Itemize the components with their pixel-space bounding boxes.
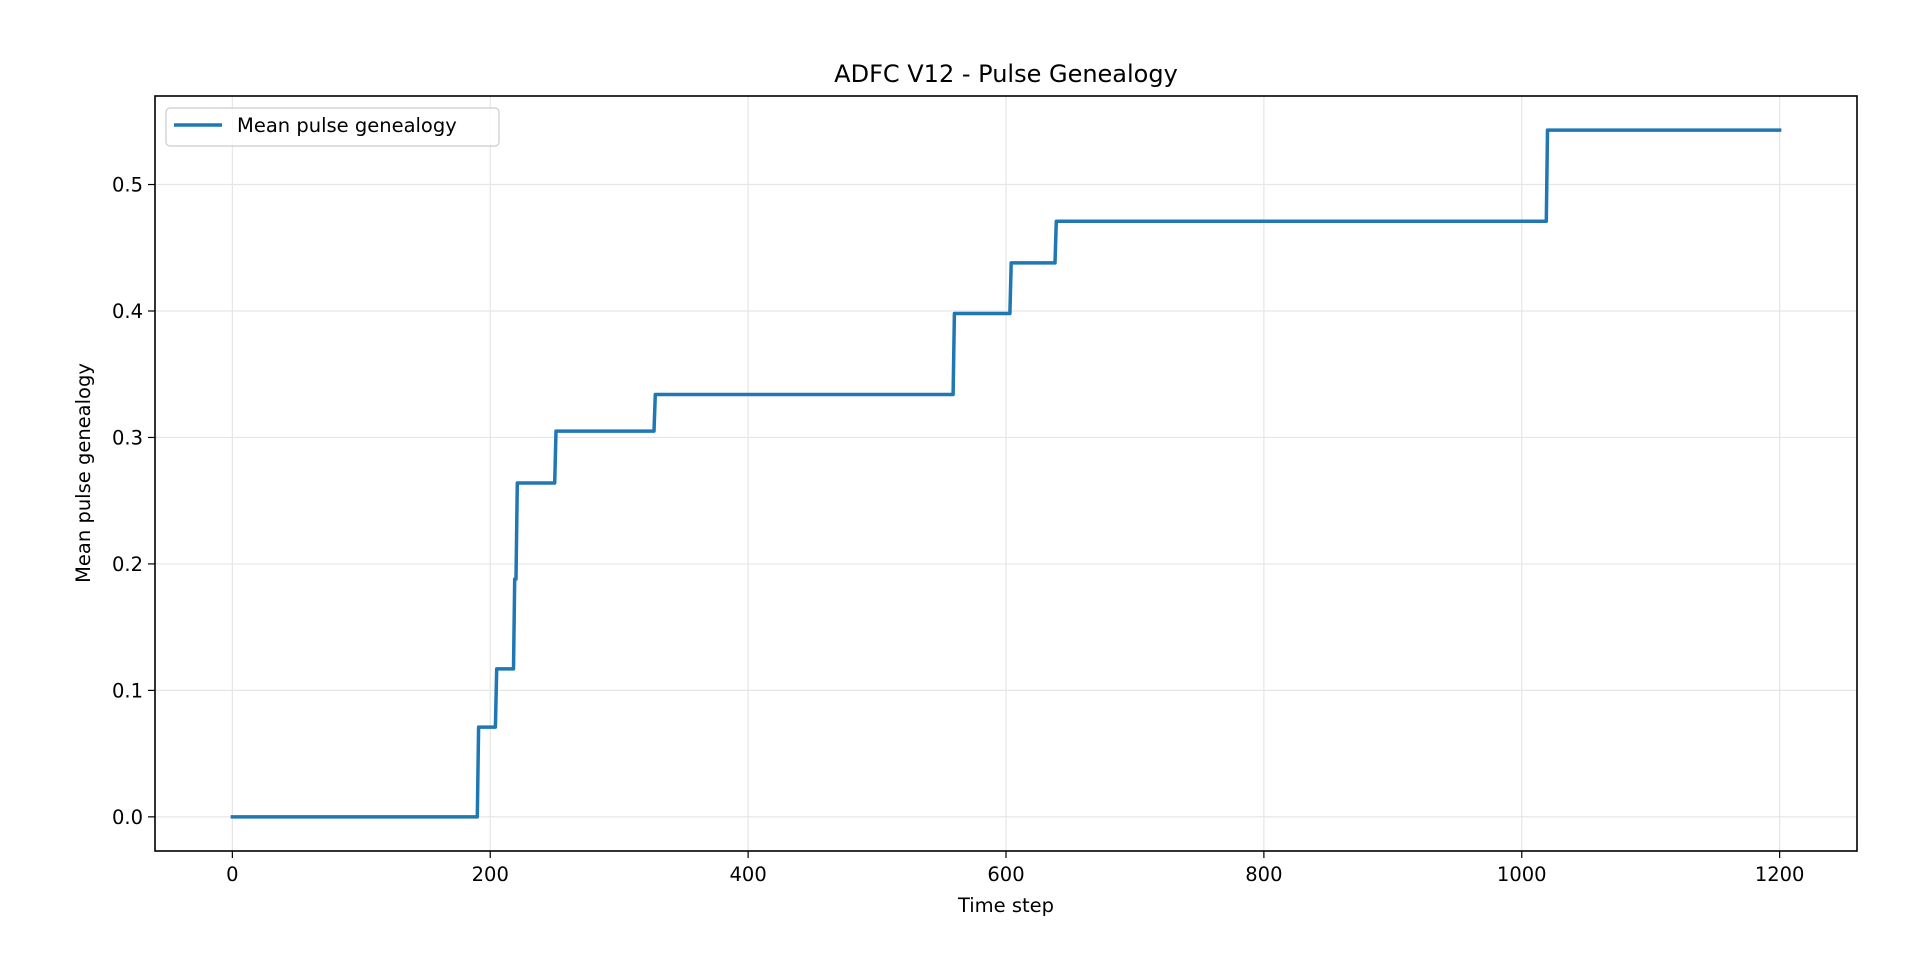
x-axis-ticks: 0 200 400 600 800 1000 1200: [226, 851, 1804, 886]
x-tick-label: 1000: [1497, 863, 1547, 886]
y-axis-ticks: 0.0 0.1 0.2 0.3 0.4 0.5: [112, 174, 155, 829]
y-tick-label: 0.3: [112, 426, 143, 449]
y-tick-label: 0.5: [112, 174, 143, 197]
x-tick-label: 0: [226, 863, 238, 886]
x-tick-label: 1200: [1755, 863, 1805, 886]
series-line: [230, 128, 1782, 819]
series-lines: [230, 128, 1782, 819]
y-tick-label: 0.0: [112, 806, 143, 829]
y-tick-label: 0.1: [112, 679, 143, 702]
x-axis-label: Time step: [957, 894, 1054, 917]
x-tick-label: 600: [987, 863, 1024, 886]
x-tick-label: 200: [472, 863, 509, 886]
legend: Mean pulse genealogy: [165, 107, 500, 147]
legend-label: Mean pulse genealogy: [237, 114, 457, 137]
y-axis-label: Mean pulse genealogy: [72, 363, 95, 583]
y-tick-label: 0.2: [112, 553, 143, 576]
legend-box: [165, 107, 500, 147]
x-tick-label: 800: [1245, 863, 1282, 886]
chart-title: ADFC V12 - Pulse Genealogy: [834, 60, 1178, 88]
y-tick-label: 0.4: [112, 300, 143, 323]
x-tick-label: 400: [730, 863, 767, 886]
